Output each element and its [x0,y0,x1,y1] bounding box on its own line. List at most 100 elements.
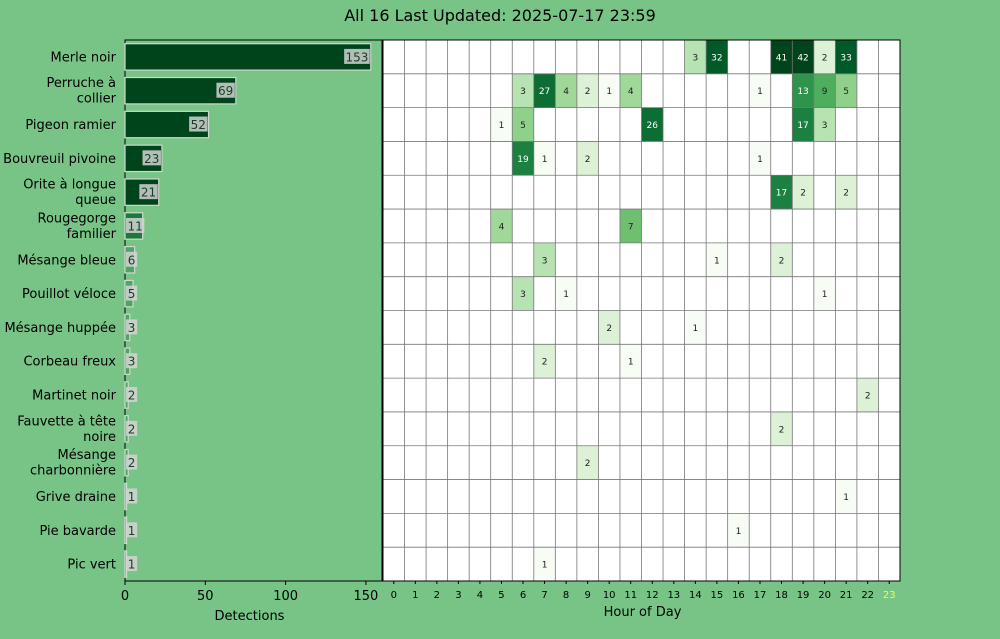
heatmap-cell-label: 19 [517,155,529,165]
heatmap-cell [576,73,599,108]
heatmap-cell-label: 13 [797,87,808,97]
heatmap-cell [770,175,793,210]
heatmap-cell [619,73,642,108]
bar-value-box [126,319,138,335]
heatmap-cell-label: 2 [585,155,591,165]
category-label: Pic vert [67,558,116,573]
heatmap-cell-label: 27 [539,87,550,97]
category-label-line: Corbeau freux [23,355,116,370]
x-axis-label: Detections [215,609,285,624]
heatmap-cell-label: 3 [692,53,698,63]
heatmap-cell-label: 3 [822,121,828,131]
heatmap-cell-label: 2 [779,425,785,435]
heatmap-cell [813,40,836,74]
bar-value-label: 153 [346,50,369,64]
hour-tick-label: 23 [883,590,896,601]
category-label-line: Pie bavarde [39,524,116,539]
heatmap-cell [770,40,793,74]
hour-tick-label: 2 [434,590,440,601]
heatmap-cell [792,107,814,142]
heatmap-cell [792,175,814,210]
heatmap-cell [555,73,577,108]
heatmap-cell-label: 1 [843,493,849,503]
heatmap-cell-label: 1 [542,155,548,165]
category-label-line: Mésange [58,448,116,463]
heatmap-cell-label: 1 [499,121,505,131]
hour-tick-label: 0 [391,590,397,601]
heatmap-cell-label: 3 [542,256,548,266]
heatmap-cell-label: 4 [628,87,634,97]
heatmap-cell [555,276,577,311]
heatmap-cell [706,242,728,277]
bar-value-box [139,184,158,200]
heatmap-cell [835,479,857,514]
heatmap-cell-label: 2 [606,324,612,334]
category-label-line: charbonnière [30,464,116,479]
heatmap-panel: 3 32 41 42 2 333 27 4 2 1 4 1 13 9 51 5 26 17 319 1 2 117 2 24 7… [382,39,901,620]
bar-value-label: 3 [128,321,136,335]
heatmap-cell-label: 2 [822,53,828,63]
hour-tick-label: 10 [603,590,616,601]
hour-tick-label: 20 [818,590,831,601]
category-label: Mésange huppée [4,321,116,336]
bar-value-box [126,488,138,504]
bar-value-box [126,217,145,233]
chart-title: All 16 Last Updated: 2025-07-17 23:59 [344,6,656,25]
heatmap-cell-label: 1 [822,290,828,300]
bar-value-box [126,353,138,369]
hour-tick-label: 15 [711,590,724,601]
heatmap-cell-label: 4 [563,87,569,97]
category-label-line: familier [67,227,117,242]
heatmap-x-axis-label: Hour of Day [604,605,682,620]
bar-value-label: 6 [128,253,136,267]
heatmap-cell-label: 1 [757,155,763,165]
hour-tick-label: 9 [584,590,590,601]
bar-value-label: 1 [128,524,136,538]
bar-value-label: 2 [128,389,136,403]
heatmap-cell [792,40,814,74]
heatmap-cell-label: 2 [843,189,849,199]
bar-value-box [142,150,161,166]
bar-value-box [126,285,138,301]
category-label: Pouillot véloce [22,287,116,302]
category-label-line: Mésange bleue [17,253,116,268]
heatmap-cell [770,411,793,446]
heatmap-cell [770,242,793,277]
heatmap-cell-label: 5 [520,121,526,131]
category-label: Martinet noir [32,389,117,404]
hour-tick-label: 1 [412,590,418,601]
heatmap-cell-label: 32 [711,53,722,63]
category-label-line: collier [77,92,117,107]
heatmap-cell-label: 2 [779,256,785,266]
category-label-line: Martinet noir [32,389,117,404]
hour-tick-label: 17 [754,590,767,601]
hour-tick-label: 18 [775,590,788,601]
hour-tick-label: 22 [861,590,874,601]
bar-value-label: 69 [218,84,233,98]
heatmap-cell [512,73,534,108]
heatmap-cell-label: 2 [585,87,591,97]
heatmap-cell-label: 41 [776,53,787,63]
heatmap-cell [533,547,556,581]
category-label-line: Pouillot véloce [22,287,116,302]
heatmap-cell-label: 7 [628,222,634,232]
heatmap-cell [512,107,534,142]
heatmap-cell-label: 1 [542,561,548,571]
hour-tick-label: 12 [646,590,659,601]
category-label-line: Perruche à [46,76,116,91]
bar-value-label: 5 [128,287,136,301]
category-label-line: Orite à longue [23,178,116,193]
bar-value-box [126,387,138,403]
heatmap-cell-label: 1 [563,290,569,300]
heatmap-cell [512,141,534,176]
heatmap-cell-label: 1 [757,87,763,97]
heatmap-cell [598,73,620,108]
heatmap-cell-label: 3 [520,87,526,97]
bar-value-box [126,556,138,572]
heatmap-cell [641,107,664,142]
category-label-line: Bouvreuil pivoine [3,152,116,167]
heatmap-cell [813,73,836,108]
